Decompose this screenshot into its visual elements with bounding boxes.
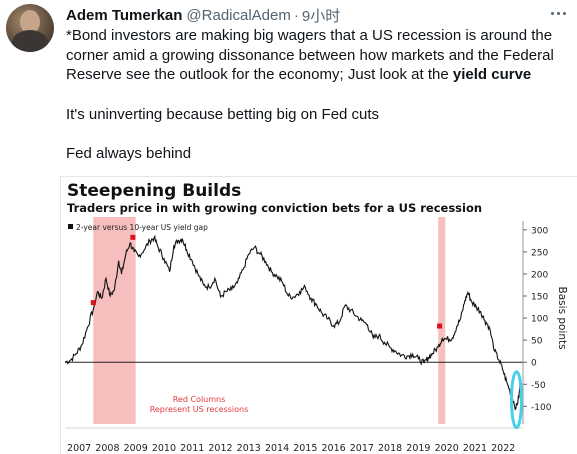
chart-title: Steepening Builds [67,181,242,201]
x-tick-label: 2014 [265,443,289,454]
avatar[interactable] [6,4,54,52]
y-axis-label: Basis points [556,287,568,350]
x-tick-label: 2021 [463,443,487,454]
tweet-text: *Bond investors are making big wagers th… [66,26,566,164]
x-tick-label: 2016 [321,443,345,454]
y-tick-label: 0 [531,359,537,369]
x-tick-label: 2009 [124,443,148,454]
tweet-paragraph-1: *Bond investors are making big wagers th… [66,26,566,85]
legend-label: 2-year versus 10-year US yield gap [76,223,208,232]
recession-marker-2020 [437,323,443,329]
y-tick-label: 100 [531,315,548,325]
x-tick-label: 2008 [95,443,119,454]
recession-column-0 [93,217,136,424]
x-tick-label: 2007 [67,443,91,454]
x-tick-label: 2010 [152,443,176,454]
more-icon[interactable] [547,4,569,22]
author-handle[interactable]: @RadicalAdem [186,6,291,24]
x-tick-label: 2017 [350,443,374,454]
tweet-header: Adem Tumerkan @RadicalAdem · 9小时 [66,5,340,25]
x-tick-label: 2020 [435,443,459,454]
y-tick-label: 50 [531,337,543,347]
highlight-ellipse [509,370,523,430]
x-tick-label: 2011 [180,443,204,454]
recession-column-1 [438,217,446,424]
x-tick-label: 2015 [293,443,317,454]
chart-image[interactable]: Steepening Builds Traders price in with … [60,176,577,454]
y-tick-label: 150 [531,293,548,303]
recession-marker-2009-end [130,234,136,240]
y-tick-label: 200 [531,270,548,280]
tweet-paragraph-2: It's uninverting because betting big on … [66,105,380,123]
x-tick-label: 2012 [208,443,232,454]
author-name[interactable]: Adem Tumerkan [66,6,183,24]
tweet-text-main: *Bond investors are making big wagers th… [66,27,554,83]
avatar-body [12,30,48,52]
legend-swatch [68,224,73,229]
chart-subtitle: Traders price in with growing conviction… [67,201,483,215]
y-tick-label: 300 [531,226,548,236]
x-tick-label: 2022 [491,443,515,454]
tweet-text-bold: yield curve [452,66,532,83]
avatar-head [20,10,40,34]
recession-marker-2008-start [90,300,96,306]
annotation-line-0: Red Columns [173,395,226,404]
separator: · [293,6,299,24]
chart-svg: 300 250 200 150 100 50 0 -50 -100 Basis points 200… [64,217,568,454]
tweet-time[interactable]: 9小时 [301,7,341,25]
x-tick-label: 2018 [378,443,402,454]
tweet-paragraph-3: Fed always behind [66,145,192,162]
series-line-yield-gap [64,234,521,411]
y-tick-label: -100 [531,403,552,413]
annotation-line-1: Represent US recessions [150,405,249,414]
y-tick-label: -50 [531,381,546,391]
y-tick-label: 250 [531,248,548,258]
x-tick-label: 2019 [406,443,430,454]
x-tick-label: 2013 [237,443,261,454]
